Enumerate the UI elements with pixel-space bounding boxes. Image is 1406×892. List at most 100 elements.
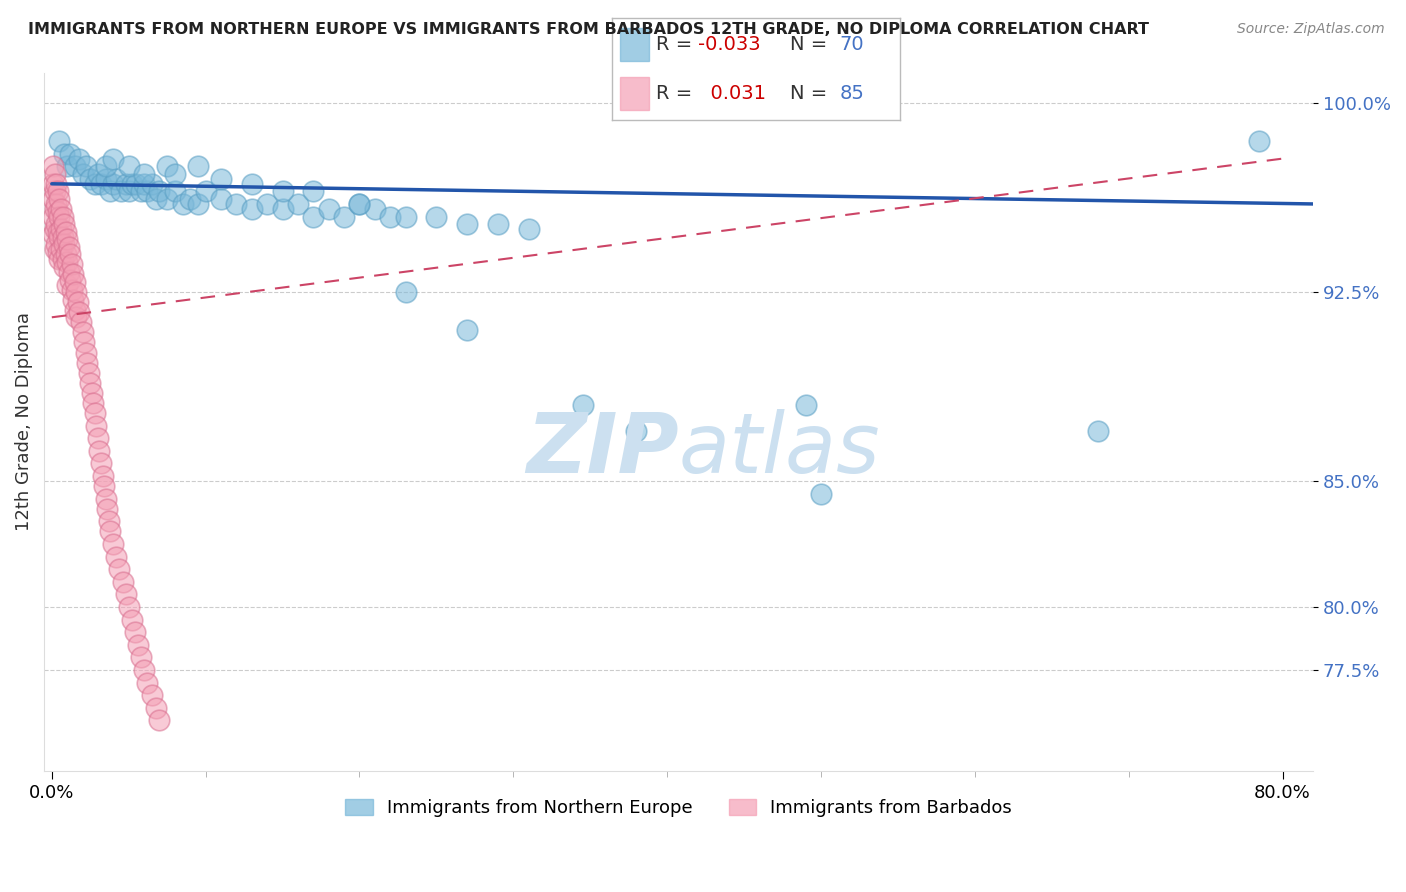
Point	[56, 159, 79, 173]
Point	[145, 700, 167, 714]
Point	[72, 167, 94, 181]
Point	[75, 345, 97, 359]
Point	[56, 277, 79, 292]
Point	[82, 396, 104, 410]
Point	[72, 326, 94, 340]
Point	[163, 185, 186, 199]
Point	[49, 222, 72, 236]
Point	[52, 210, 75, 224]
Point	[79, 171, 101, 186]
Text: ZIP: ZIP	[526, 409, 679, 491]
Point	[225, 197, 247, 211]
Text: 85: 85	[839, 84, 865, 103]
Point	[187, 197, 209, 211]
Point	[318, 202, 340, 216]
Text: N =: N =	[790, 84, 834, 103]
Text: 70: 70	[839, 35, 863, 54]
Y-axis label: 12th Grade, No Diploma: 12th Grade, No Diploma	[15, 312, 32, 532]
Point	[73, 335, 96, 350]
Point	[1087, 424, 1109, 438]
Point	[96, 501, 118, 516]
Point	[42, 210, 65, 224]
Point	[172, 197, 194, 211]
Point	[49, 202, 72, 216]
Point	[456, 217, 478, 231]
Point	[179, 192, 201, 206]
Point	[425, 210, 447, 224]
Point	[108, 562, 131, 576]
Point	[141, 177, 163, 191]
Point	[86, 418, 108, 433]
Point	[148, 714, 170, 728]
Point	[91, 469, 114, 483]
Point	[118, 159, 141, 173]
Point	[65, 310, 87, 325]
Point	[44, 242, 66, 256]
Legend: Immigrants from Northern Europe, Immigrants from Barbados: Immigrants from Northern Europe, Immigra…	[339, 792, 1019, 824]
Point	[45, 197, 67, 211]
Point	[83, 177, 105, 191]
Point	[121, 177, 143, 191]
Point	[194, 185, 217, 199]
Point	[42, 192, 65, 206]
Point	[302, 185, 325, 199]
Point	[56, 255, 79, 269]
Point	[48, 134, 70, 148]
Point	[46, 244, 69, 259]
Point	[59, 146, 82, 161]
Point	[44, 167, 66, 181]
Point	[60, 257, 83, 271]
Point	[103, 537, 125, 551]
Point	[163, 167, 186, 181]
Point	[256, 197, 278, 211]
Point	[517, 222, 540, 236]
Point	[125, 177, 148, 191]
Point	[156, 192, 179, 206]
Point	[187, 159, 209, 173]
Point	[111, 574, 134, 589]
Point	[69, 305, 91, 319]
Point	[53, 217, 76, 231]
Point	[136, 185, 159, 199]
Point	[69, 152, 91, 166]
Point	[77, 366, 100, 380]
Point	[364, 202, 387, 216]
Point	[60, 283, 83, 297]
Point	[132, 177, 155, 191]
Point	[46, 204, 69, 219]
Point	[380, 210, 402, 224]
Point	[42, 227, 65, 242]
Point	[136, 675, 159, 690]
Point	[287, 197, 309, 211]
Bar	[620, 78, 650, 110]
Point	[55, 225, 77, 239]
Point	[90, 177, 112, 191]
Point	[45, 177, 67, 191]
Point	[80, 385, 103, 400]
Point	[105, 171, 128, 186]
Point	[93, 479, 115, 493]
Text: IMMIGRANTS FROM NORTHERN EUROPE VS IMMIGRANTS FROM BARBADOS 12TH GRADE, NO DIPLO: IMMIGRANTS FROM NORTHERN EUROPE VS IMMIG…	[28, 22, 1149, 37]
Point	[59, 247, 82, 261]
Point	[124, 625, 146, 640]
Point	[70, 315, 93, 329]
Point	[63, 159, 86, 173]
Point	[59, 272, 82, 286]
Point	[62, 268, 84, 282]
Point	[395, 210, 418, 224]
Point	[1249, 134, 1271, 148]
Point	[45, 237, 67, 252]
Text: R =: R =	[657, 84, 699, 103]
Point	[114, 177, 136, 191]
Point	[89, 443, 111, 458]
Point	[94, 491, 117, 506]
Point	[118, 185, 141, 199]
Point	[395, 285, 418, 299]
Point	[79, 376, 101, 390]
Point	[58, 265, 80, 279]
Point	[94, 159, 117, 173]
Point	[456, 323, 478, 337]
Point	[156, 159, 179, 173]
Point	[98, 524, 121, 539]
Point	[145, 192, 167, 206]
